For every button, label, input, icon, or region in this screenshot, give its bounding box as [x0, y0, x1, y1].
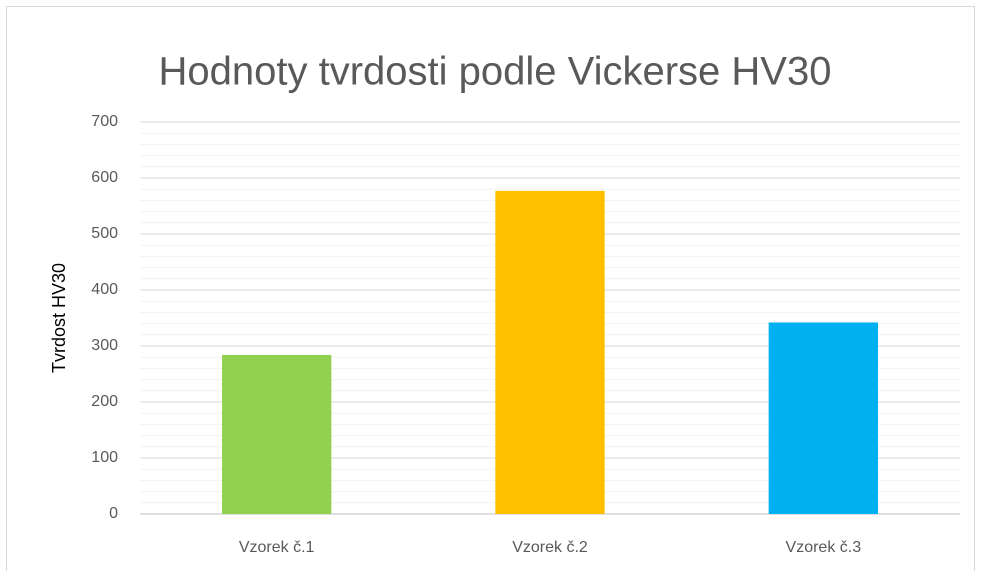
x-tick-label: Vzorek č.2 — [512, 539, 588, 556]
x-tick-label: Vzorek č.3 — [786, 539, 862, 556]
y-tick-label: 400 — [91, 281, 118, 298]
y-tick-label: 600 — [91, 169, 118, 186]
bar — [222, 354, 332, 514]
x-tick-label: Vzorek č.1 — [239, 539, 315, 556]
y-tick-label: 500 — [91, 225, 118, 242]
y-tick-label: 200 — [91, 393, 118, 410]
y-tick-label: 700 — [91, 113, 118, 130]
y-tick-label: 300 — [91, 337, 118, 354]
y-axis-label: Tvrdost HV30 — [49, 263, 69, 373]
y-tick-label: 100 — [91, 449, 118, 466]
bar — [495, 190, 605, 514]
chart-title: Hodnoty tvrdosti podle Vickerse HV30 — [159, 50, 832, 94]
bar — [768, 322, 878, 514]
y-tick-label: 0 — [109, 505, 118, 522]
